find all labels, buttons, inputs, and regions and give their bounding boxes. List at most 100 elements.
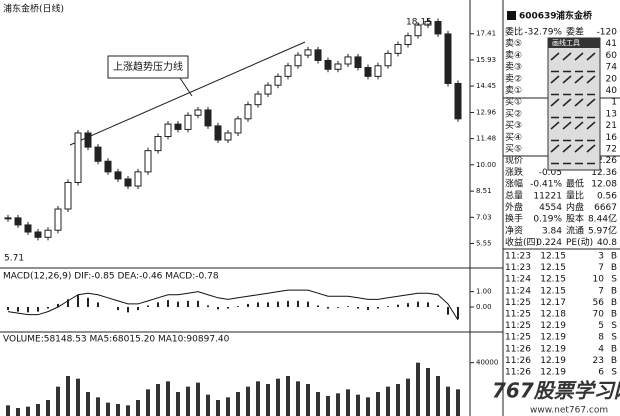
quote-cell: 净资: [505, 224, 523, 236]
candle: [244, 104, 252, 120]
y-tick-label: 15.93: [476, 56, 496, 64]
trade-cell: 12.19: [540, 321, 566, 331]
y-tick-label: 11.48: [476, 135, 496, 143]
quote-cell: 8.44亿: [588, 213, 617, 225]
candle: [24, 224, 32, 233]
candle: [394, 44, 402, 54]
trade-cell: 12.17: [540, 298, 566, 308]
candle: [84, 132, 92, 148]
candle: [294, 54, 302, 67]
quote-cell: 21: [606, 121, 617, 131]
trade-cell: 12.15: [540, 286, 566, 296]
candle: [44, 229, 52, 238]
volume-bar: [376, 392, 380, 416]
trade-cell: 11:25: [505, 298, 531, 308]
stock-code: 600639: [519, 12, 557, 22]
quote-cell: 1: [611, 98, 617, 108]
quote-cell: -0.05: [539, 168, 562, 178]
volume-bar: [306, 384, 310, 416]
candle: [454, 82, 462, 120]
volume-bar: [456, 389, 460, 416]
trade-cell: 12.15: [540, 263, 566, 273]
quote-cell: 卖③: [505, 62, 522, 73]
y-tick-label: 14.45: [476, 82, 496, 90]
volume-bar: [266, 384, 270, 416]
candle: [324, 59, 332, 70]
volume-bar: [236, 392, 240, 416]
volume-bar: [326, 396, 330, 416]
candle: [4, 217, 12, 220]
candle: [54, 208, 62, 231]
tool-icon: [586, 121, 596, 130]
quote-cell: 总量: [505, 189, 523, 201]
trade-cell: 11:23: [505, 263, 531, 273]
quote-cell: 40: [606, 86, 618, 96]
trade-cell: 11:24: [505, 275, 531, 285]
y-tick-label: 10.00: [476, 161, 496, 169]
volume-bar: [6, 405, 10, 416]
candle: [184, 114, 192, 130]
volume-bar: [276, 378, 280, 416]
volume-bar: [216, 400, 220, 416]
candle: [344, 56, 352, 65]
trade-cell: 12.18: [540, 310, 566, 320]
trade-cell: 12.19: [540, 344, 566, 354]
stock-name: 浦东金桥: [556, 10, 593, 22]
quote-cell: 12.36: [591, 168, 617, 178]
trade-cell: 12.19: [540, 333, 566, 343]
volume-bar: [126, 405, 130, 416]
trade-cell: 11:25: [505, 321, 531, 331]
candle: [104, 160, 112, 173]
volume-bar: [76, 378, 80, 416]
quote-cell: 买①: [505, 97, 522, 108]
quote-cell: 收益(四): [505, 236, 539, 248]
tool-icon: [550, 75, 560, 84]
tool-icon: [574, 121, 584, 130]
annotation-arrow: [179, 77, 193, 97]
candle: [404, 35, 412, 46]
volume-bar: [336, 393, 340, 416]
quote-cell: 涨跌: [505, 167, 523, 178]
volume-bar: [356, 394, 360, 416]
quote-cell: 内盘: [566, 201, 584, 213]
candle: [194, 109, 202, 116]
volume-bar: [406, 378, 410, 416]
stock-icon: [507, 11, 516, 20]
quote-cell: 0.56: [597, 191, 617, 201]
quote-cell: 流通: [566, 224, 584, 236]
candle: [354, 56, 362, 69]
trade-cell: 11:26: [505, 368, 531, 378]
candle: [414, 24, 422, 37]
trade-cell: B: [611, 252, 617, 262]
y-tick-label: 0.00: [476, 303, 492, 311]
tool-icon: [562, 52, 572, 61]
tool-icon: [550, 52, 560, 61]
quote-cell: 股本: [566, 213, 584, 225]
tool-icon: [586, 144, 596, 153]
y-tick-label: 7.03: [476, 213, 492, 221]
trade-cell: 5: [598, 321, 604, 331]
quote-cell: 5.97亿: [588, 224, 617, 236]
quote-cell: 委比: [505, 26, 523, 38]
quote-cell: 40.8: [597, 238, 617, 248]
y-tick-label: 5.55: [476, 240, 492, 248]
trade-cell: 8: [598, 333, 604, 343]
candle: [164, 123, 172, 137]
candle: [74, 132, 82, 183]
quote-cell: 量比: [566, 189, 584, 201]
tool-icon: [586, 98, 596, 107]
volume-bar: [346, 389, 350, 416]
quote-cell: 74: [606, 63, 618, 73]
volume-bar: [186, 386, 190, 416]
volume-bar: [136, 400, 140, 416]
volume-bar: [96, 397, 100, 416]
candle: [174, 123, 182, 130]
candle: [34, 231, 42, 238]
quote-cell: -120: [597, 28, 618, 38]
candle: [214, 125, 222, 141]
tool-icon: [586, 52, 596, 61]
quote-cell: 0.19%: [533, 215, 562, 225]
trade-cell: S: [611, 321, 617, 331]
trade-cell: 7: [598, 263, 604, 273]
trade-cell: B: [611, 344, 617, 354]
